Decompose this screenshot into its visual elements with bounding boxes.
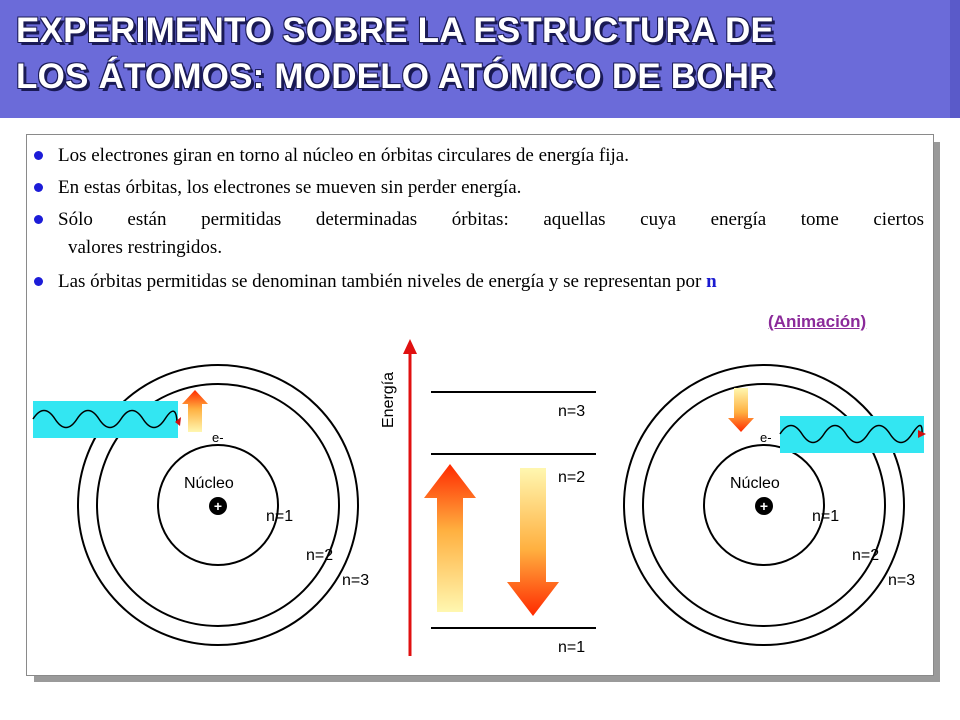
bullet-text: Las órbitas permitidas se denominan tamb… <box>58 271 702 292</box>
title-banner-edge <box>950 0 960 118</box>
level-label-n1: n=1 <box>558 639 585 656</box>
bullet-item: Sólo están permitidas determinadas órbit… <box>34 206 924 262</box>
animation-link[interactable]: (Animación) <box>768 312 867 331</box>
title-line-2: LOS ÁTOMOS: MODELO ATÓMICO DE BOHR <box>16 57 775 96</box>
bullet-item: Las órbitas permitidas se denominan tamb… <box>34 268 924 296</box>
nucleus-charge: + <box>214 498 222 514</box>
electron-down-arrow <box>728 388 754 432</box>
photon-band <box>33 401 178 438</box>
bullet-text: Sólo están permitidas determinadas órbit… <box>58 209 924 230</box>
orbit-label-n3: n=3 <box>888 572 915 589</box>
bullet-text-continuation: valores restringidos. <box>68 237 223 258</box>
orbit-label-n2: n=2 <box>852 547 879 564</box>
bullet-dot <box>34 277 43 286</box>
atom-right: e- Núcleo + n=1 n=2 n=3 <box>623 364 926 646</box>
bullet-dot <box>34 183 43 192</box>
atom-left: e- Núcleo + n=1 n=2 n=3 <box>32 364 369 646</box>
orbit-n1 <box>157 444 279 566</box>
bohr-diagram: e- Núcleo + n=1 n=2 n=3 Energía n=3 n=2 … <box>32 339 926 656</box>
emission-arrow <box>507 468 559 616</box>
quantum-number-n: n <box>706 271 717 292</box>
orbit-n1 <box>703 444 825 566</box>
orbit-n2 <box>642 383 886 627</box>
photon-band <box>780 416 924 453</box>
orbit-label-n3: n=3 <box>342 572 369 589</box>
nucleus-label: Núcleo <box>730 475 780 492</box>
electron-up-arrow <box>182 390 208 432</box>
bullet-dot <box>34 215 43 224</box>
nucleus-charge: + <box>760 498 768 514</box>
bullet-list: Los electrones giran en torno al núcleo … <box>34 142 924 300</box>
photon-arrowhead <box>918 430 926 438</box>
bullet-item: En estas órbitas, los electrones se muev… <box>34 174 924 202</box>
title-banner: EXPERIMENTO SOBRE LA ESTRUCTURA DE LOS Á… <box>0 0 960 118</box>
bullet-text: Los electrones giran en torno al núcleo … <box>58 145 629 166</box>
title-line-1: EXPERIMENTO SOBRE LA ESTRUCTURA DE <box>16 11 775 50</box>
energy-level-diagram: Energía n=3 n=2 n=1 <box>380 339 596 656</box>
orbit-label-n1: n=1 <box>266 508 293 525</box>
page-title: EXPERIMENTO SOBRE LA ESTRUCTURA DE LOS Á… <box>16 8 946 100</box>
orbit-label-n1: n=1 <box>812 508 839 525</box>
nucleus <box>209 497 227 515</box>
energy-axis-label: Energía <box>380 372 397 428</box>
orbit-n2 <box>96 383 340 627</box>
nucleus <box>755 497 773 515</box>
electron-label: e- <box>212 430 224 445</box>
bullet-item: Los electrones giran en torno al núcleo … <box>34 142 924 170</box>
level-label-n3: n=3 <box>558 403 585 420</box>
level-label-n2: n=2 <box>558 469 585 486</box>
bullet-dot <box>34 151 43 160</box>
nucleus-label: Núcleo <box>184 475 234 492</box>
energy-axis-arrowhead <box>403 339 417 354</box>
bullet-text: En estas órbitas, los electrones se muev… <box>58 177 522 198</box>
photon-wave <box>32 409 178 429</box>
orbit-label-n2: n=2 <box>306 547 333 564</box>
orbit-n3 <box>77 364 359 646</box>
orbit-n3 <box>623 364 905 646</box>
absorption-arrow <box>424 464 476 612</box>
electron-label: e- <box>760 430 772 445</box>
photon-wave <box>779 424 923 444</box>
photon-arrowhead <box>175 417 181 426</box>
